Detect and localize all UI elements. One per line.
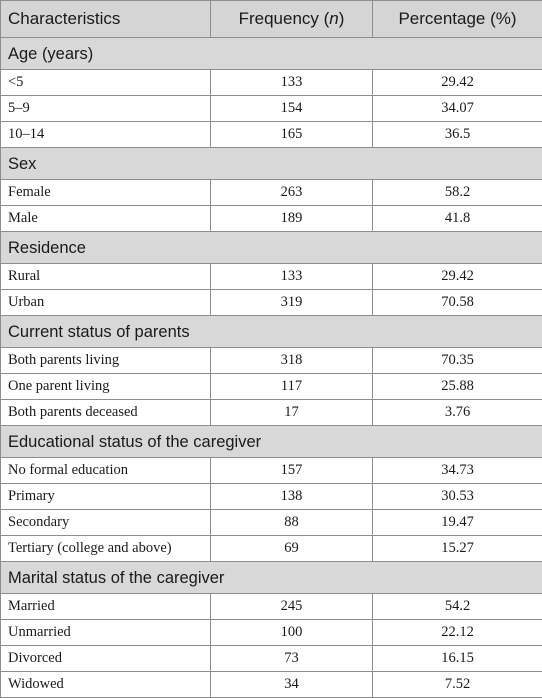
row-label: Married — [1, 594, 211, 620]
row-frequency: 319 — [211, 290, 373, 316]
row-percentage: 54.2 — [373, 594, 542, 620]
row-percentage: 41.8 — [373, 206, 542, 232]
row-label: Both parents living — [1, 348, 211, 374]
section-header-row: Residence — [1, 232, 542, 264]
row-percentage: 34.07 — [373, 96, 542, 122]
row-percentage: 36.5 — [373, 122, 542, 148]
row-percentage: 29.42 — [373, 264, 542, 290]
row-percentage: 25.88 — [373, 374, 542, 400]
section-header-row: Educational status of the caregiver — [1, 426, 542, 458]
row-label: No formal education — [1, 458, 211, 484]
section-title: Residence — [1, 232, 542, 264]
row-frequency: 88 — [211, 510, 373, 536]
section-title: Current status of parents — [1, 316, 542, 348]
row-frequency: 100 — [211, 620, 373, 646]
section-title: Marital status of the caregiver — [1, 562, 542, 594]
row-percentage: 58.2 — [373, 180, 542, 206]
row-frequency: 138 — [211, 484, 373, 510]
row-percentage: 30.53 — [373, 484, 542, 510]
row-frequency: 263 — [211, 180, 373, 206]
header-percentage: Percentage (%) — [373, 1, 542, 38]
row-percentage: 22.12 — [373, 620, 542, 646]
row-percentage: 29.42 — [373, 70, 542, 96]
section-header-row: Sex — [1, 148, 542, 180]
row-label: Tertiary (college and above) — [1, 536, 211, 562]
row-label: Male — [1, 206, 211, 232]
row-label: 5–9 — [1, 96, 211, 122]
row-percentage: 34.73 — [373, 458, 542, 484]
row-frequency: 34 — [211, 672, 373, 698]
header-characteristics: Characteristics — [1, 1, 211, 38]
header-frequency-n: n — [329, 9, 338, 28]
row-percentage: 7.52 — [373, 672, 542, 698]
row-percentage: 70.58 — [373, 290, 542, 316]
row-frequency: 73 — [211, 646, 373, 672]
row-label: Both parents deceased — [1, 400, 211, 426]
table-header-row: Characteristics Frequency (n) Percentage… — [1, 1, 542, 38]
row-frequency: 154 — [211, 96, 373, 122]
row-frequency: 318 — [211, 348, 373, 374]
row-label: Secondary — [1, 510, 211, 536]
row-frequency: 133 — [211, 70, 373, 96]
row-frequency: 157 — [211, 458, 373, 484]
header-frequency-close: ) — [339, 9, 345, 28]
row-frequency: 17 — [211, 400, 373, 426]
row-frequency: 117 — [211, 374, 373, 400]
row-percentage: 19.47 — [373, 510, 542, 536]
row-percentage: 70.35 — [373, 348, 542, 374]
header-frequency: Frequency (n) — [211, 1, 373, 38]
row-frequency: 245 — [211, 594, 373, 620]
row-label: Primary — [1, 484, 211, 510]
row-percentage: 16.15 — [373, 646, 542, 672]
row-label: One parent living — [1, 374, 211, 400]
row-label: Divorced — [1, 646, 211, 672]
section-title: Age (years) — [1, 38, 542, 70]
row-frequency: 165 — [211, 122, 373, 148]
section-header-row: Age (years) — [1, 38, 542, 70]
row-label: Widowed — [1, 672, 211, 698]
row-label: 10–14 — [1, 122, 211, 148]
row-frequency: 133 — [211, 264, 373, 290]
section-title: Educational status of the caregiver — [1, 426, 542, 458]
section-header-row: Marital status of the caregiver — [1, 562, 542, 594]
row-label: <5 — [1, 70, 211, 96]
row-frequency: 69 — [211, 536, 373, 562]
row-percentage: 3.76 — [373, 400, 542, 426]
row-label: Urban — [1, 290, 211, 316]
row-label: Unmarried — [1, 620, 211, 646]
row-label: Rural — [1, 264, 211, 290]
header-frequency-text: Frequency ( — [239, 9, 330, 28]
section-title: Sex — [1, 148, 542, 180]
section-header-row: Current status of parents — [1, 316, 542, 348]
row-frequency: 189 — [211, 206, 373, 232]
row-label: Female — [1, 180, 211, 206]
row-percentage: 15.27 — [373, 536, 542, 562]
